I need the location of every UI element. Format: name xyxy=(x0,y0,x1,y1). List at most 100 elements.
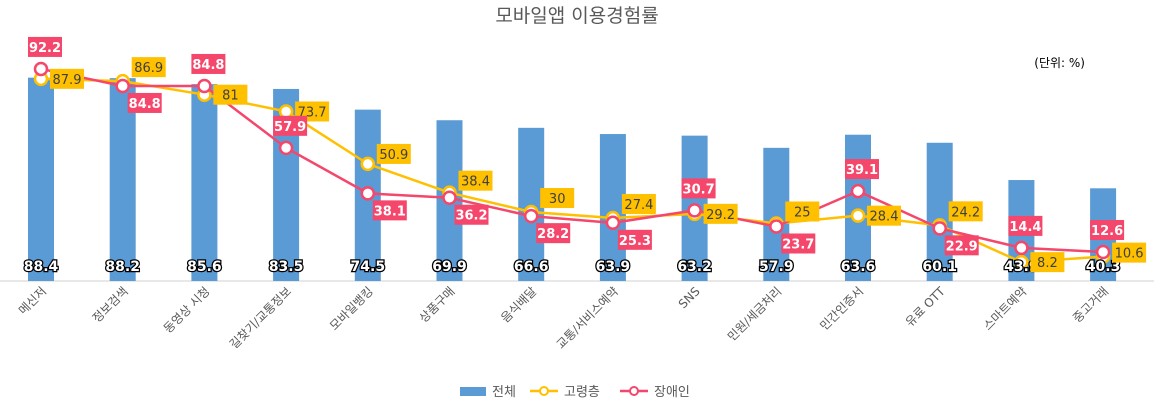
bar-value-label: 66.6 xyxy=(514,259,549,275)
bar-value-label: 69.9 xyxy=(432,259,467,275)
data-label-box xyxy=(536,223,571,244)
point-장애인 xyxy=(278,140,294,156)
data-label: 12.6 xyxy=(1091,224,1123,239)
data-label-box xyxy=(948,201,983,222)
point-장애인 xyxy=(442,190,457,205)
point-고령층 xyxy=(278,104,294,119)
data-label-box xyxy=(540,188,575,208)
x-tick-label: 교통/서비스예약 xyxy=(553,284,621,352)
data-label-box xyxy=(213,84,248,105)
point-장애인 xyxy=(523,208,539,224)
legend-label: 고령층 xyxy=(564,385,600,400)
x-tick-label: 민간인증서 xyxy=(817,284,866,333)
data-label-box xyxy=(621,193,656,214)
data-label: 28.2 xyxy=(537,227,569,242)
bar-value-label: 85.6 xyxy=(187,259,222,275)
legend-swatch-bar xyxy=(460,387,486,396)
data-label-box xyxy=(127,92,162,113)
x-tick-label: 음식배달 xyxy=(498,284,539,325)
bar-전체 xyxy=(926,142,953,281)
legend-marker xyxy=(539,386,549,396)
data-label: 92.2 xyxy=(29,41,61,56)
unit-note: (단위: %) xyxy=(1034,56,1085,70)
point-장애인 xyxy=(687,203,702,218)
data-label: 50.9 xyxy=(379,148,408,163)
data-label-box xyxy=(458,170,493,191)
data-label: 27.4 xyxy=(624,198,653,213)
data-label: 87.9 xyxy=(53,73,82,88)
data-label: 30.7 xyxy=(683,182,715,197)
bar-value-label: 57.9 xyxy=(759,259,794,275)
point-장애인 xyxy=(360,186,376,201)
x-tick-label: 상품구매 xyxy=(416,284,457,325)
data-label: 14.4 xyxy=(1009,220,1041,235)
data-label: 57.9 xyxy=(274,120,306,135)
point-장애인 xyxy=(115,78,130,94)
data-label: 84.8 xyxy=(192,58,224,73)
point-고령층 xyxy=(1014,254,1029,270)
x-tick-label: 중고거래 xyxy=(1070,284,1111,325)
data-label: 29.2 xyxy=(706,208,735,223)
data-label: 86.9 xyxy=(134,61,163,76)
bar-전체 xyxy=(763,147,790,281)
bar-value-label: 63.2 xyxy=(677,259,712,275)
data-label: 8.2 xyxy=(1037,256,1058,271)
bar-전체 xyxy=(599,134,626,281)
point-장애인 xyxy=(197,78,212,94)
data-label-box xyxy=(781,233,816,254)
data-label-box xyxy=(681,178,716,199)
data-label-box xyxy=(867,205,901,226)
legend-label: 장애인 xyxy=(654,385,690,400)
data-label-box xyxy=(1112,242,1147,263)
point-장애인 xyxy=(769,219,784,234)
bar-전체 xyxy=(191,84,218,282)
bar-value-label: 88.2 xyxy=(105,259,140,275)
point-장애인 xyxy=(33,61,49,77)
data-label-box xyxy=(454,204,489,225)
x-tick-label: 메신저 xyxy=(16,284,49,317)
x-tick-label: 유료 OTT xyxy=(903,284,949,330)
data-label-box xyxy=(1008,215,1043,236)
bar-전체 xyxy=(518,127,545,281)
legend-marker xyxy=(629,386,639,396)
point-고령층 xyxy=(360,156,376,172)
data-label-box xyxy=(372,200,407,221)
legend-label: 전체 xyxy=(492,385,516,400)
data-label-box xyxy=(28,36,62,57)
data-label-box xyxy=(1090,220,1125,241)
data-label-box xyxy=(944,235,979,256)
bar-value-label: 60.1 xyxy=(922,259,957,275)
data-label: 36.2 xyxy=(455,209,487,224)
data-label-box xyxy=(785,201,820,222)
data-label: 38.4 xyxy=(461,175,490,190)
data-label-box xyxy=(191,53,226,74)
x-tick-label: SNS xyxy=(676,284,703,311)
bar-value-label: 63.9 xyxy=(596,259,631,275)
point-장애인 xyxy=(850,183,866,199)
bar-전체 xyxy=(28,77,54,282)
point-장애인 xyxy=(932,221,947,236)
x-tick-label: 정보검색 xyxy=(90,284,131,325)
data-label: 28.4 xyxy=(870,210,899,225)
data-label: 81 xyxy=(222,89,239,104)
data-label: 38.1 xyxy=(374,204,406,219)
point-장애인 xyxy=(1095,244,1111,260)
data-label-box xyxy=(703,203,738,224)
data-label: 25.3 xyxy=(619,234,651,249)
x-tick-label: 민원/세금처리 xyxy=(725,284,785,344)
bar-value-label: 83.5 xyxy=(269,259,304,275)
bar-value-label: 88.4 xyxy=(24,259,59,275)
data-label-box xyxy=(50,68,84,89)
chart-title: 모바일앱 이용경험률 xyxy=(495,5,658,27)
x-tick-label: 길찾기/교통정보 xyxy=(227,284,294,351)
data-label: 84.8 xyxy=(129,97,161,112)
x-tick-label: 스마트예약 xyxy=(980,284,1030,334)
data-label: 39.1 xyxy=(846,163,878,178)
data-label-box xyxy=(1030,252,1065,273)
data-label: 10.6 xyxy=(1115,247,1144,262)
data-label-box xyxy=(376,143,411,164)
data-label-box xyxy=(617,229,652,250)
bar-value-label: 74.5 xyxy=(351,259,386,275)
